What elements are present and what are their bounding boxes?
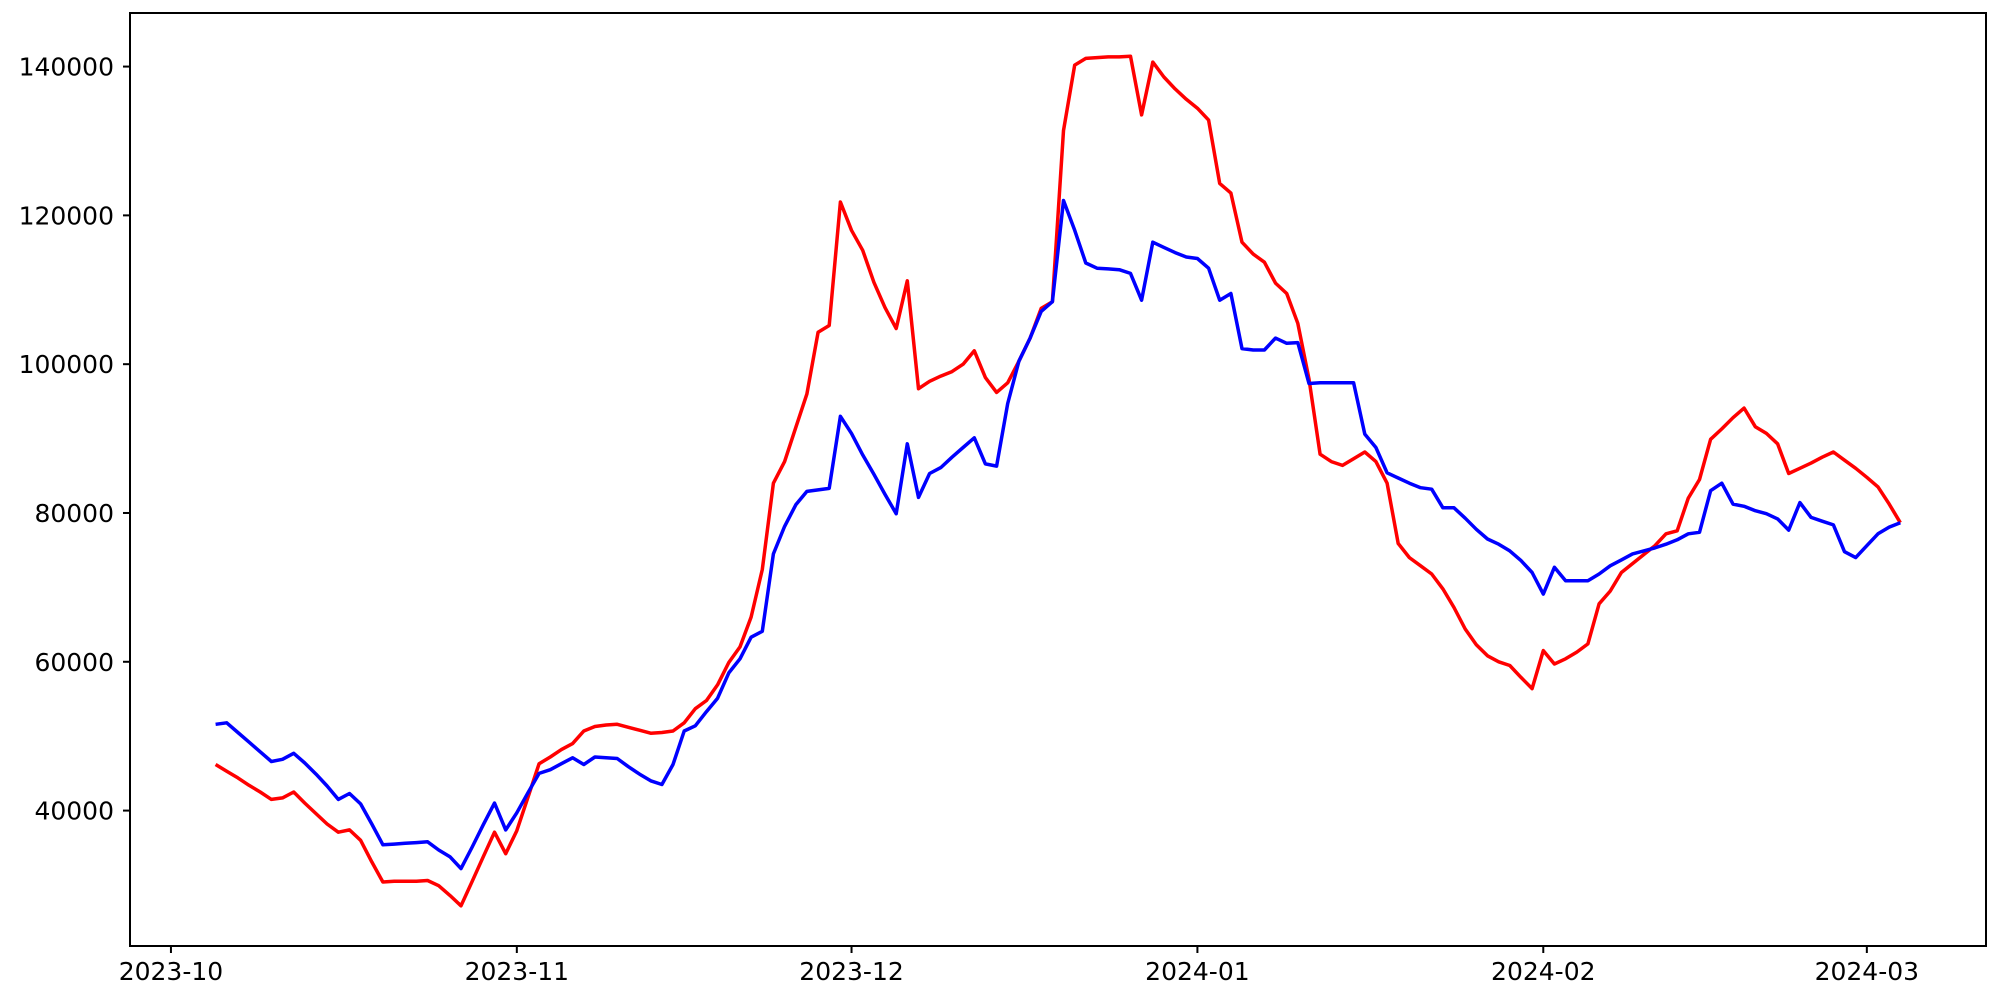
x-tick-label-0: 2023-10 <box>119 957 223 986</box>
x-tick-label-2: 2023-12 <box>799 957 903 986</box>
x-tick-label-1: 2023-11 <box>465 957 569 986</box>
y-tick-label-5: 140000 <box>19 53 114 82</box>
red-series-line <box>214 54 1902 908</box>
x-axis-ticks: 2023-10 2023-11 2023-12 2024-01 2024-02 2024-… <box>119 946 1919 986</box>
y-tick-label-3: 100000 <box>19 350 114 379</box>
y-tick-label-4: 120000 <box>19 201 114 230</box>
x-tick-label-3: 2024-01 <box>1145 957 1249 986</box>
y-tick-label-2: 80000 <box>34 499 114 528</box>
x-tick-label-4: 2024-02 <box>1491 957 1595 986</box>
x-tick-label-5: 2024-03 <box>1815 957 1919 986</box>
y-tick-label-1: 60000 <box>34 648 114 677</box>
y-tick-label-0: 40000 <box>34 797 114 826</box>
blue-series-line <box>215 198 1901 871</box>
y-axis-ticks: 40000 60000 80000 100000 120000 140000 <box>19 53 130 826</box>
series-group <box>214 54 1902 908</box>
axes-box <box>129 12 1987 947</box>
